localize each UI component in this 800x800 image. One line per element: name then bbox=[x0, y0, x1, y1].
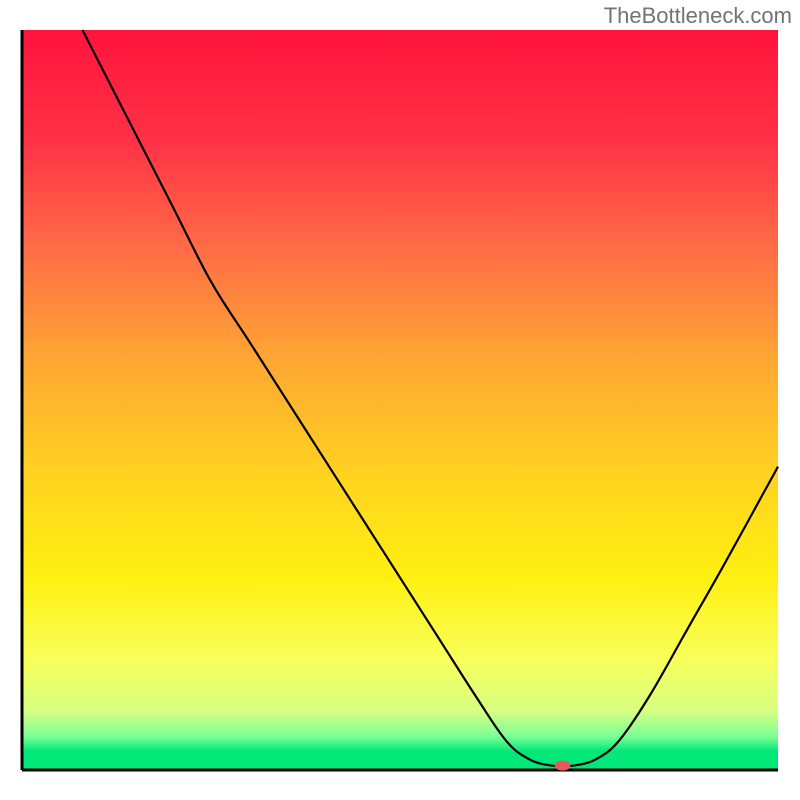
bottleneck-chart bbox=[0, 0, 800, 800]
optimal-point-marker bbox=[555, 761, 571, 771]
gradient-background bbox=[22, 30, 778, 770]
chart-container: TheBottleneck.com bbox=[0, 0, 800, 800]
watermark-text: TheBottleneck.com bbox=[604, 3, 792, 29]
